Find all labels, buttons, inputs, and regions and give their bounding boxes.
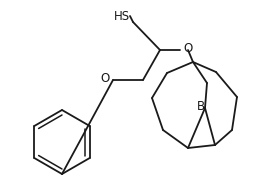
Text: B: B: [197, 100, 205, 112]
Text: O: O: [183, 43, 192, 56]
Text: O: O: [101, 72, 110, 86]
Text: HS: HS: [114, 10, 130, 22]
